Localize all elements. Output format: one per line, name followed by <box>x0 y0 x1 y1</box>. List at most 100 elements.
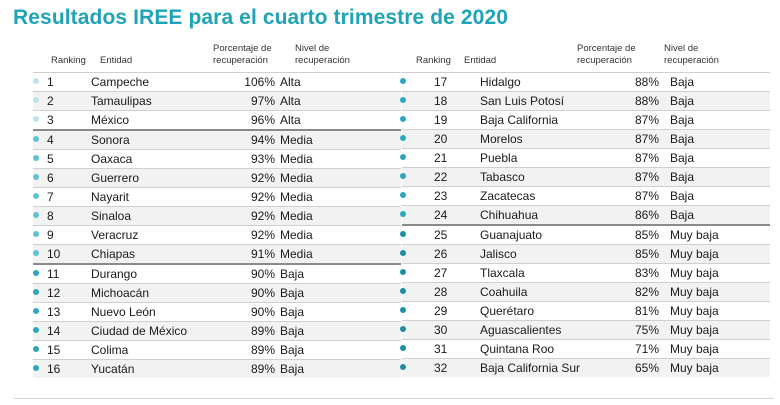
table-row: 13 Nuevo León 90% Baja <box>33 302 401 321</box>
row-nivel: Muy baja <box>670 304 719 318</box>
row-nivel: Muy baja <box>670 247 719 261</box>
row-nivel: Media <box>280 133 313 147</box>
level-dot-icon <box>33 308 39 314</box>
row-nivel: Baja <box>670 132 695 146</box>
level-dot-icon <box>33 155 39 161</box>
row-porcentaje: 86% <box>634 208 659 222</box>
row-rank: 25 <box>434 228 448 242</box>
level-dot-icon <box>400 307 406 313</box>
table-row: 17 Hidalgo 88% Baja <box>400 72 770 91</box>
table-row: 7 Nayarit 92% Media <box>33 187 401 206</box>
table-row: 22 Tabasco 87% Baja <box>400 167 770 186</box>
row-rank: 2 <box>47 94 54 108</box>
page-title: Resultados IREE para el cuarto trimestre… <box>13 6 508 29</box>
level-dot-icon <box>400 250 406 256</box>
level-dot-icon <box>33 250 39 256</box>
row-entidad: Jalisco <box>480 247 517 261</box>
level-dot-icon <box>400 326 406 332</box>
row-nivel: Baja <box>670 151 695 165</box>
row-rank: 23 <box>434 189 448 203</box>
row-entidad: Hidalgo <box>480 75 521 89</box>
table-row: 29 Querétaro 81% Muy baja <box>400 301 770 320</box>
row-entidad: San Luis Potosí <box>480 94 565 108</box>
footer-divider <box>14 398 774 399</box>
row-nivel: Muy baja <box>670 361 719 375</box>
level-dot-icon <box>33 78 39 84</box>
row-rank: 11 <box>47 267 60 281</box>
table-row: 31 Quintana Roo 71% Muy baja <box>400 339 770 358</box>
row-rank: 22 <box>434 170 448 184</box>
table-row: 20 Morelos 87% Baja <box>400 129 770 148</box>
table-row: 8 Sinaloa 92% Media <box>33 206 401 225</box>
table-row: 2 Tamaulipas 97% Alta <box>33 91 401 110</box>
row-porcentaje: 65% <box>634 361 659 375</box>
table-body-right: 17 Hidalgo 88% Baja 18 San Luis Potosí 88% Baja… <box>400 72 770 377</box>
row-entidad: Quintana Roo <box>480 342 555 356</box>
row-entidad: Colima <box>91 343 129 357</box>
row-rank: 3 <box>47 113 54 127</box>
row-entidad: Chiapas <box>91 247 136 261</box>
row-porcentaje: 92% <box>250 190 275 204</box>
row-porcentaje: 85% <box>634 247 659 261</box>
row-rank: 20 <box>434 132 448 146</box>
header-ranking: Ranking <box>51 55 86 66</box>
row-entidad: Guanajuato <box>480 228 543 242</box>
row-rank: 10 <box>47 247 61 261</box>
table-row: 32 Baja California Sur 65% Muy baja <box>400 358 770 377</box>
row-porcentaje: 87% <box>634 151 659 165</box>
level-dot-icon <box>33 346 39 352</box>
row-entidad: Tlaxcala <box>480 266 525 280</box>
table-header: Ranking Entidad Porcentaje de recuperaci… <box>33 42 401 72</box>
row-porcentaje: 91% <box>250 247 275 261</box>
row-rank: 19 <box>434 113 448 127</box>
row-nivel: Muy baja <box>670 228 719 242</box>
table-row: 27 Tlaxcala 83% Muy baja <box>400 263 770 282</box>
level-dot-icon <box>33 193 39 199</box>
row-entidad: Veracruz <box>91 228 139 242</box>
row-entidad: Oaxaca <box>91 152 133 166</box>
table-row: 14 Ciudad de México 89% Baja <box>33 321 401 340</box>
table-row: 11 Durango 90% Baja <box>33 263 401 283</box>
header-porcentaje: Porcentaje de recuperación <box>577 43 636 66</box>
row-porcentaje: 75% <box>634 323 659 337</box>
row-rank: 15 <box>47 343 61 357</box>
row-nivel: Alta <box>280 113 301 127</box>
row-nivel: Baja <box>280 324 305 338</box>
row-nivel: Baja <box>670 75 695 89</box>
row-nivel: Muy baja <box>670 342 719 356</box>
row-nivel: Baja <box>670 94 695 108</box>
level-dot-icon <box>400 173 406 179</box>
row-rank: 31 <box>434 342 448 356</box>
level-dot-icon <box>33 174 39 180</box>
level-dot-icon <box>400 116 406 122</box>
table-row: 6 Guerrero 92% Media <box>33 168 401 187</box>
row-porcentaje: 88% <box>634 75 659 89</box>
row-entidad: Querétaro <box>480 304 535 318</box>
row-nivel: Baja <box>670 113 695 127</box>
row-porcentaje: 81% <box>634 304 659 318</box>
row-porcentaje: 89% <box>250 324 275 338</box>
row-nivel: Baja <box>670 189 695 203</box>
row-entidad: Zacatecas <box>480 189 536 203</box>
row-entidad: Nuevo León <box>91 305 156 319</box>
row-porcentaje: 93% <box>250 152 275 166</box>
row-nivel: Media <box>280 247 313 261</box>
row-porcentaje: 87% <box>634 170 659 184</box>
row-rank: 32 <box>434 361 448 375</box>
level-dot-icon <box>33 289 39 295</box>
row-entidad: Durango <box>91 267 138 281</box>
row-entidad: Aguascalientes <box>480 323 562 337</box>
row-entidad: Tabasco <box>480 170 525 184</box>
row-porcentaje: 83% <box>634 266 659 280</box>
row-nivel: Media <box>280 209 313 223</box>
level-dot-icon <box>400 135 406 141</box>
header-entidad: Entidad <box>464 55 497 66</box>
row-entidad: Tamaulipas <box>91 94 152 108</box>
level-dot-icon <box>33 365 39 371</box>
header-ranking: Ranking <box>416 55 451 66</box>
table-body-left: 1 Campeche 106% Alta 2 Tamaulipas 97% Alta 3 Méxi… <box>33 72 401 378</box>
level-dot-icon <box>33 116 39 122</box>
row-porcentaje: 97% <box>250 94 275 108</box>
level-dot-icon <box>400 364 406 370</box>
row-porcentaje: 96% <box>250 113 275 127</box>
